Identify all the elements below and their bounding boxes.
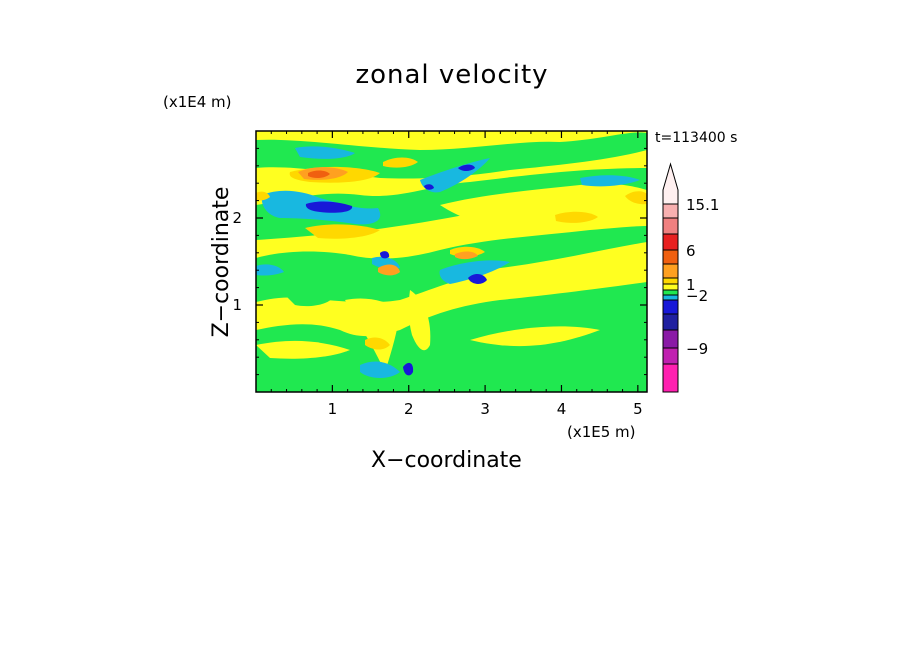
contour-region	[345, 298, 400, 372]
time-label: t=113400 s	[655, 130, 738, 146]
colorbar-level	[662, 289, 679, 296]
contour-region	[470, 326, 600, 347]
colorbar-label: 15.1	[686, 196, 719, 214]
contour-region	[458, 164, 475, 171]
contour-region	[408, 290, 431, 351]
contour-region	[383, 157, 418, 168]
colorbar-level	[662, 233, 679, 251]
x-tick-label: 1	[328, 400, 338, 418]
contour-region	[256, 226, 647, 303]
contour-region	[360, 361, 400, 378]
contour-region	[285, 289, 335, 307]
contour-region	[424, 184, 434, 190]
contour-region	[256, 132, 647, 179]
y-tick-label: 2	[232, 209, 242, 227]
y-axis-ticks: 12	[232, 147, 647, 376]
x-axis-multiplier: (x1E5 m)	[567, 423, 636, 441]
contour-region	[365, 337, 390, 350]
colorbar-level	[662, 329, 679, 349]
contour-region	[378, 264, 400, 276]
contour-region	[455, 251, 478, 260]
colorbar-level	[662, 217, 679, 235]
colorbar-level	[662, 363, 679, 393]
contour-region	[256, 264, 284, 276]
colorbar-label: 1	[686, 276, 696, 294]
colorbar-level	[662, 277, 679, 285]
y-axis-multiplier: (x1E4 m)	[163, 93, 232, 111]
contour-region	[305, 201, 353, 213]
contour-region	[256, 282, 647, 392]
contour-region	[256, 191, 270, 201]
colorbar-level	[662, 347, 679, 365]
contour-region	[380, 251, 390, 259]
plot-frame	[255, 130, 648, 393]
x-tick-label: 5	[633, 400, 643, 418]
x-axis-ticks: 1 2 3 4 5	[270, 131, 643, 418]
y-tick-label: 1	[232, 296, 242, 314]
colorbar-label: 6	[686, 242, 696, 260]
contour-region	[305, 224, 380, 239]
x-tick-label: 3	[480, 400, 490, 418]
colorbar-level	[662, 313, 679, 331]
contour-region	[468, 274, 487, 284]
colorbar-level	[662, 203, 679, 219]
colorbar-level	[662, 294, 679, 301]
contour-region	[625, 191, 647, 205]
x-tick-label: 4	[557, 400, 567, 418]
contour-region	[256, 340, 350, 359]
colorbar-level	[662, 283, 679, 291]
contour-region	[555, 211, 598, 223]
chart-title: zonal velocity	[355, 60, 549, 90]
contour-region	[440, 183, 647, 225]
contour-region	[295, 146, 355, 159]
colorbar-label: −2	[686, 287, 708, 305]
contour-region	[439, 260, 510, 284]
contour-region	[580, 175, 640, 187]
contour-field	[256, 131, 647, 392]
colorbar-level	[662, 299, 679, 315]
x-tick-label: 2	[404, 400, 414, 418]
contour-region	[308, 170, 330, 179]
x-axis-label: X−coordinate	[371, 448, 522, 473]
colorbar-label: −9	[686, 340, 708, 358]
colorbar: 15.1 6 1−2 −9	[662, 162, 719, 393]
colorbar-level	[662, 162, 679, 205]
colorbar-level	[662, 249, 679, 265]
contour-region	[540, 148, 610, 163]
colorbar-level	[662, 263, 679, 279]
contour-region	[403, 362, 414, 376]
